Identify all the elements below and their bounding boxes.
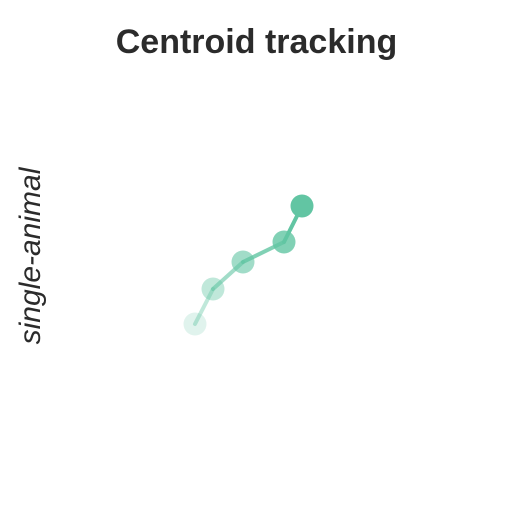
- centroid-point: [183, 312, 207, 336]
- centroid-point: [231, 250, 255, 274]
- track-segment: [193, 287, 215, 326]
- track-points: [183, 194, 314, 336]
- centroid-point: [290, 194, 314, 218]
- centroid-point: [272, 230, 296, 254]
- diagram-title: Centroid tracking: [115, 23, 398, 61]
- centroid-point: [201, 277, 225, 301]
